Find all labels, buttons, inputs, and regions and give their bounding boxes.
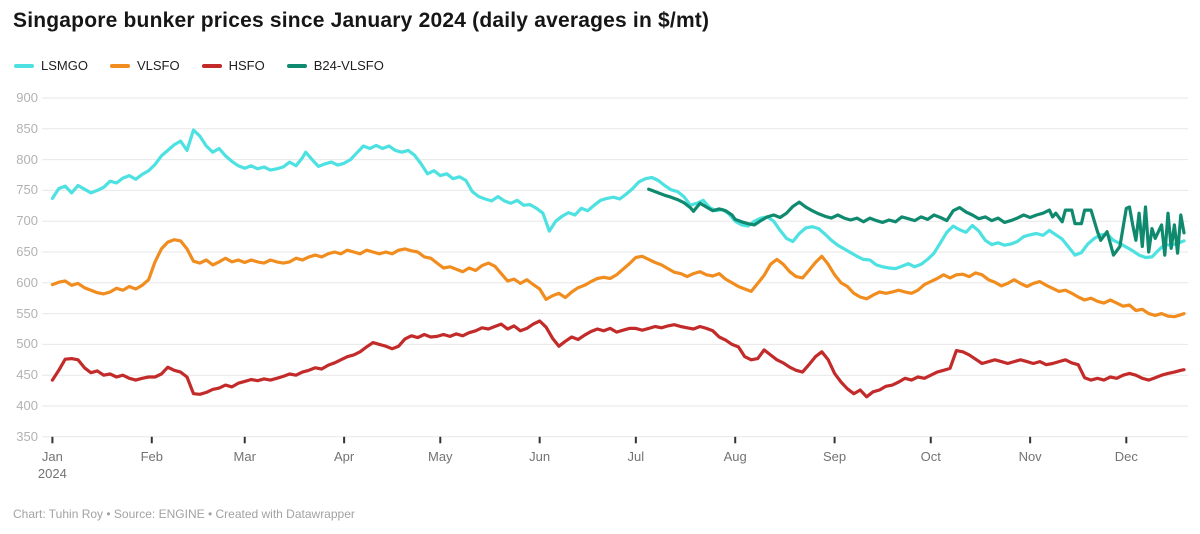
y-tick-label: 900 — [16, 90, 38, 105]
x-tick-label: Feb — [140, 448, 163, 464]
y-tick-label: 600 — [16, 274, 38, 290]
legend-swatch-icon — [286, 63, 307, 68]
series-line-hsfo — [50, 319, 1186, 399]
series-line-vlsfo — [50, 238, 1186, 319]
axis-ticks — [51, 436, 1128, 444]
series-line-b24-vlsfo — [647, 187, 1186, 257]
y-tick-label: 350 — [16, 428, 38, 444]
legend-swatch-icon — [109, 63, 130, 68]
page-title: Singapore bunker prices since January 20… — [13, 9, 710, 32]
y-tick-label: 800 — [16, 151, 38, 167]
legend-item-hsfo: HSFO — [201, 58, 265, 73]
x-tick-label: May — [428, 448, 453, 464]
legend-item-lsmgo: LSMGO — [14, 58, 88, 73]
legend-item-vlsfo: VLSFO — [109, 58, 180, 73]
gridlines — [42, 97, 1188, 438]
x-tick-label-year: 2024 — [37, 465, 67, 481]
y-tick-label: 850 — [16, 120, 38, 136]
legend-label: LSMGO — [41, 58, 88, 73]
y-tick-label: 750 — [16, 182, 38, 198]
x-tick-label: Oct — [920, 448, 941, 464]
y-tick-label: 700 — [16, 213, 38, 229]
legend-item-b24-vlsfo: B24-VLSFO — [286, 58, 384, 73]
chart-legend: LSMGO VLSFO HSFO B24-VLSFO — [14, 58, 384, 73]
x-tick-label: Sep — [823, 448, 847, 464]
x-tick-label: Jul — [627, 448, 645, 464]
y-tick-label: 650 — [16, 244, 38, 259]
x-tick-label: Apr — [333, 448, 355, 464]
x-tick-label: Nov — [1018, 448, 1042, 464]
x-tick-label: Jun — [529, 448, 551, 464]
legend-label: VLSFO — [136, 58, 180, 73]
legend-label: HSFO — [228, 58, 265, 73]
legend-swatch-icon — [201, 63, 222, 68]
legend-label: B24-VLSFO — [313, 58, 384, 73]
y-tick-label: 550 — [16, 305, 38, 321]
series-lines — [50, 128, 1186, 399]
x-tick-label: Mar — [233, 448, 256, 464]
y-tick-label: 500 — [16, 336, 38, 352]
legend-swatch-icon — [14, 63, 34, 68]
x-tick-label: Dec — [1114, 448, 1138, 464]
x-tick-label: Aug — [723, 448, 747, 464]
y-tick-label: 450 — [16, 367, 38, 383]
y-tick-label: 400 — [16, 398, 38, 413]
series-line-lsmgo — [50, 128, 1186, 271]
x-tick-label: Jan 2024 — [12, 448, 92, 482]
chart-footer: Chart: Tuhin Roy • Source: ENGINE • Crea… — [13, 507, 355, 521]
